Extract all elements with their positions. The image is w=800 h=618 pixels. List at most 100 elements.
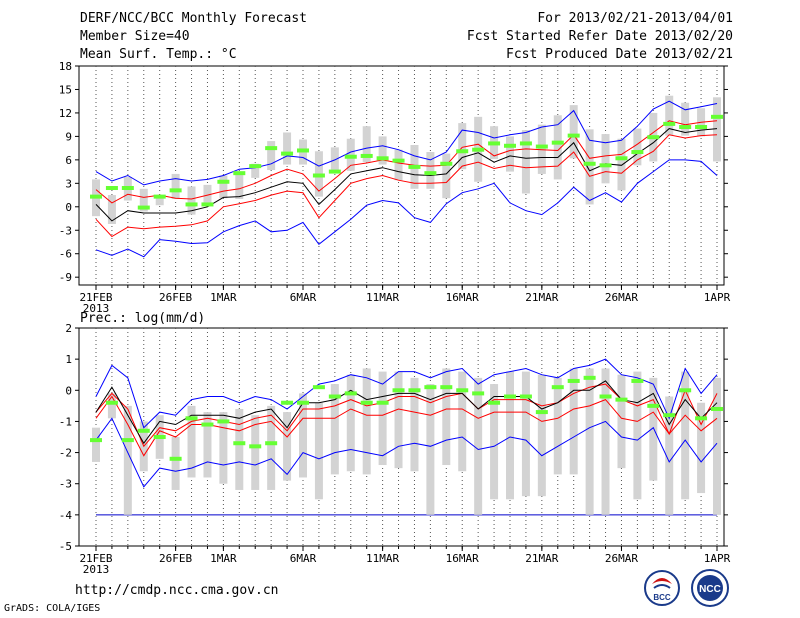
temp-box — [378, 136, 387, 165]
bcc-logo: BCC — [644, 570, 680, 606]
prec-box — [235, 408, 244, 490]
temp-box — [330, 147, 339, 171]
temp-median-marker — [583, 161, 596, 166]
temp-ytick-label: 15 — [59, 83, 72, 96]
temp-xtick-label: 21MAR — [525, 291, 558, 304]
temp-median-marker — [440, 161, 453, 166]
temp-ytick-label: -3 — [59, 224, 72, 237]
prec-box — [617, 374, 626, 469]
temp-median-marker — [631, 150, 644, 155]
temp-box — [107, 195, 116, 224]
temp-median-marker — [376, 156, 389, 161]
footer-url[interactable]: http://cmdp.ncc.cma.gov.cn — [75, 583, 279, 598]
temp-median-marker — [456, 149, 469, 154]
temp-median-marker — [663, 121, 676, 126]
prec-median-marker — [90, 438, 102, 443]
prec-ytick-label: -5 — [59, 540, 72, 553]
temp-median-marker — [408, 164, 421, 169]
temp-box — [219, 175, 228, 199]
prec-median-marker — [440, 385, 453, 390]
prec-box — [442, 368, 451, 466]
prec-box — [283, 412, 292, 481]
temp-median-marker — [90, 194, 102, 199]
bcc-logo-text: BCC — [653, 593, 671, 602]
temp-box — [283, 132, 292, 165]
header-produced-date: Fcst Produced Date 2013/02/21 — [506, 47, 733, 62]
temp-median-marker — [201, 202, 214, 207]
temp-xtick-label: 26FEB — [159, 291, 192, 304]
temp-xtick-label: 26MAR — [605, 291, 638, 304]
temp-xtick-label: 1MAR — [210, 291, 237, 304]
ncc-logo-text: NCC — [699, 584, 721, 595]
prec-median-marker — [647, 403, 660, 408]
temp-blue-upper-line — [95, 100, 718, 186]
temp-median-marker — [105, 186, 118, 191]
prec-ytick-label: -1 — [59, 415, 72, 428]
prec-box — [203, 412, 212, 478]
prec-median-marker — [249, 444, 262, 449]
temp-median-marker — [504, 143, 516, 148]
prec-median-marker — [265, 441, 278, 446]
prec-median-marker — [137, 428, 150, 433]
prec-median-marker — [583, 375, 596, 380]
prec-box — [665, 396, 674, 515]
prec-box — [506, 371, 514, 500]
prec-ytick-label: 1 — [65, 353, 72, 366]
prec-red-upper-line — [95, 383, 718, 448]
temp-median-marker — [360, 153, 373, 158]
temp-box — [713, 97, 721, 162]
temp-median-marker — [249, 164, 262, 169]
prec-median-marker — [488, 400, 501, 405]
temp-xtick-label: 1APR — [704, 291, 731, 304]
prec-median-marker — [153, 435, 166, 439]
prec-median-marker — [312, 385, 325, 390]
temp-box — [458, 123, 467, 170]
temp-box — [139, 188, 148, 212]
temp-median-marker — [344, 154, 357, 159]
temp-median-marker — [328, 169, 341, 174]
temp-median-marker — [488, 141, 501, 146]
header-member-size: Member Size=40 — [80, 29, 190, 44]
temp-median-marker — [281, 151, 294, 156]
temp-median-marker — [519, 141, 532, 146]
temp-red-lower-line — [95, 134, 718, 238]
temp-box — [155, 195, 164, 206]
temp-median-marker — [185, 202, 198, 207]
temp-box — [235, 172, 244, 199]
prec-median-marker — [169, 456, 182, 461]
prec-box — [585, 368, 594, 515]
temp-box — [251, 163, 260, 178]
prec-box — [697, 402, 706, 494]
temp-box — [585, 129, 594, 205]
prec-median-marker — [217, 419, 230, 424]
temp-blue-lower-line — [95, 159, 718, 258]
prec-xtick-label: 26FEB — [159, 552, 192, 565]
prec-xtick-label: 21FEB — [79, 552, 112, 565]
temp-box — [569, 105, 578, 159]
temp-box — [521, 130, 530, 194]
prec-blue-lower-line — [95, 417, 718, 488]
prec-median-marker — [328, 394, 341, 399]
prec-box — [681, 371, 690, 500]
prec-box — [490, 384, 499, 500]
prec-box — [171, 437, 180, 490]
header-variable: Mean Surf. Temp.: °C — [80, 47, 237, 62]
temp-median-marker — [265, 146, 278, 151]
temp-median-marker — [392, 158, 405, 163]
prec-median-marker — [185, 416, 198, 421]
temp-median-marker — [312, 173, 325, 178]
temp-median-marker — [472, 147, 485, 152]
prec-red-lower-line — [95, 395, 718, 457]
prec-box — [713, 377, 721, 515]
prec-median-marker — [408, 388, 421, 393]
temp-box — [553, 115, 562, 180]
prec-box — [649, 377, 658, 481]
prec-median-marker — [376, 400, 389, 405]
temp-median-marker — [711, 114, 723, 119]
temp-box — [665, 95, 674, 136]
prec-ytick-label: -3 — [59, 478, 72, 491]
prec-median-marker — [551, 385, 564, 390]
prec-blue-upper-line — [95, 358, 718, 429]
